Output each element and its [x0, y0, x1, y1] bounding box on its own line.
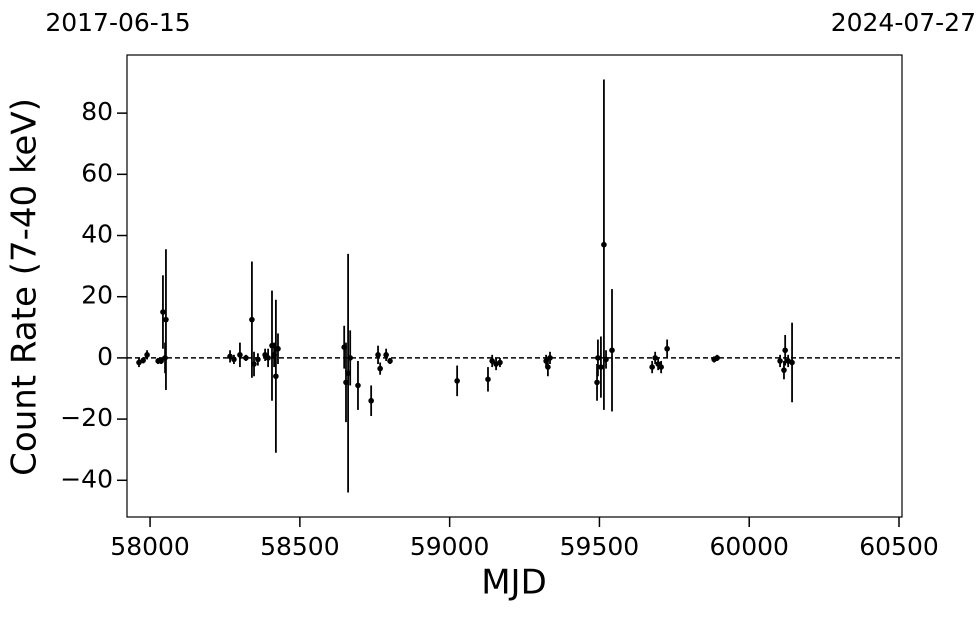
y-tick-label: 0 [97, 342, 113, 371]
data-point [140, 357, 146, 364]
x-tick-label: 60000 [709, 532, 789, 561]
x-tick-label: 59500 [560, 532, 640, 561]
y-tick-label: 40 [81, 220, 113, 249]
data-point [275, 345, 281, 352]
data-point [251, 361, 257, 367]
data-point [160, 309, 166, 315]
data-point [347, 355, 353, 361]
data-point [598, 364, 604, 370]
data-point [714, 355, 720, 361]
data-point [144, 352, 150, 358]
data-point [664, 345, 670, 352]
data-point [227, 353, 233, 360]
data-point [265, 355, 271, 361]
data-point [454, 378, 460, 384]
data-point [652, 355, 658, 361]
data-point [489, 358, 495, 364]
data-point [601, 241, 607, 248]
x-tick-label: 60500 [859, 532, 939, 561]
data-point [545, 364, 551, 370]
data-point [136, 359, 142, 366]
data-point [497, 359, 503, 366]
data-point [594, 379, 600, 386]
y-tick-label: 60 [81, 158, 113, 187]
data-point [782, 347, 788, 354]
top-right-label: 2024-07-27 [831, 8, 976, 37]
data-point [547, 355, 553, 361]
y-tick-label: −40 [60, 464, 113, 493]
data-point [595, 355, 601, 361]
data-point [375, 352, 381, 358]
top-left-label: 2017-06-15 [45, 8, 190, 37]
y-tick-label: 80 [81, 97, 113, 126]
data-point [255, 356, 261, 363]
data-point [273, 373, 279, 380]
data-point [649, 364, 655, 370]
data-point [377, 365, 383, 372]
y-tick-label: −20 [60, 403, 113, 432]
data-point [158, 358, 164, 364]
data-point [355, 382, 361, 389]
data-point [163, 316, 169, 323]
data-point [249, 316, 255, 323]
data-point [781, 367, 787, 373]
data-point [789, 359, 795, 366]
data-point [777, 358, 783, 364]
data-point [231, 356, 237, 363]
data-point [485, 376, 491, 383]
x-tick-label: 58000 [110, 532, 190, 561]
y-axis-label: Count Rate (7-40 keV) [5, 98, 45, 476]
x-tick-label: 59000 [410, 532, 490, 561]
data-point [368, 397, 374, 404]
data-point [383, 352, 389, 358]
x-tick-label: 58500 [260, 532, 340, 561]
y-tick-label: 20 [81, 281, 113, 310]
data-point [237, 352, 243, 358]
data-point [658, 364, 664, 370]
data-point [609, 347, 615, 354]
data-point [603, 356, 609, 363]
plot-frame [126, 54, 903, 518]
data-point [243, 355, 249, 361]
data-point [387, 358, 393, 364]
x-axis-label: MJD [481, 563, 547, 603]
